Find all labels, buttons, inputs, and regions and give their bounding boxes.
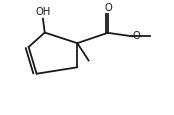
Text: OH: OH bbox=[35, 7, 51, 17]
Text: O: O bbox=[104, 3, 112, 12]
Text: O: O bbox=[133, 31, 141, 41]
